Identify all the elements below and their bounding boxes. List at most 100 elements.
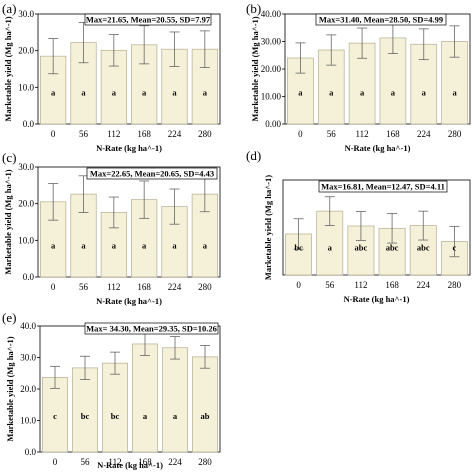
y-tick-label: 20.0 — [18, 46, 34, 56]
significance-letter: a — [142, 87, 147, 97]
significance-letter: bc — [294, 242, 303, 252]
significance-letter: abc — [417, 242, 430, 252]
y-tick-label: 30.0 — [20, 353, 36, 363]
x-axis-label: N-Rate (kg ha^-1) — [96, 143, 162, 153]
y-tick-label: 20.0 — [20, 384, 36, 394]
significance-letter: ab — [201, 411, 210, 421]
y-axis-label: Marketable yield (Mg ha^-1) — [3, 169, 13, 274]
stats-box — [315, 13, 447, 26]
panel-b: (b) 0.00 10.00 20.00 30.00 40.00 a 0 a 56 a 112 a 168… — [246, 1, 471, 153]
y-axis-label: Marketable yield (Mg ha^-1) — [250, 16, 260, 121]
stats-text: Max= 34.30, Mean=29.35, SD=10.26 — [86, 324, 217, 334]
x-tick-label: 168 — [137, 282, 151, 292]
y-tick-label: 0.0 — [25, 447, 37, 457]
plot-frame — [282, 179, 471, 276]
significance-letter: a — [173, 411, 178, 421]
significance-letter: c — [453, 242, 457, 252]
significance-letter: a — [328, 242, 333, 252]
x-tick-label: 224 — [168, 457, 182, 467]
panel-e: (e) 0.0 10.0 20.0 30.0 40.0 c 0 bc 56 bc 112 a 168 a 22… — [2, 310, 221, 470]
significance-letter: a — [360, 87, 365, 97]
bar — [192, 356, 218, 453]
y-tick-label: 30.00 — [261, 37, 282, 47]
x-tick-label: 168 — [386, 129, 400, 139]
stats-box — [84, 322, 219, 335]
y-tick-label: 30.0 — [18, 162, 34, 172]
significance-letter: a — [81, 87, 86, 97]
x-tick-label: 56 — [81, 457, 91, 467]
bar — [102, 362, 128, 453]
stats-box — [318, 180, 448, 193]
significance-letter: a — [298, 87, 303, 97]
stats-text: Max=31.40, Mean=28.50, SD=4.99 — [319, 15, 443, 25]
significance-letter: a — [203, 240, 208, 250]
stats-box — [84, 13, 212, 26]
x-tick-label: 224 — [417, 129, 431, 139]
significance-letter: bc — [81, 411, 90, 421]
x-tick-label: 56 — [325, 280, 335, 290]
x-tick-label: 112 — [355, 129, 368, 139]
stats-text: Max=16.81, Mean=12.47, SD=4.11 — [321, 182, 445, 192]
bar — [162, 347, 188, 453]
significance-letter: a — [81, 240, 86, 250]
x-tick-label: 224 — [168, 129, 182, 139]
significance-letter: abc — [386, 242, 399, 252]
x-tick-label: 112 — [354, 280, 367, 290]
y-tick-label: 10.0 — [20, 416, 36, 426]
significance-letter: a — [391, 87, 396, 97]
panel-a: (a) 0.0 10.0 20.0 30.0 a 0 a 56 a 112 a 168 a 224 a 280 M… — [2, 1, 221, 153]
y-tick-label: 10.0 — [18, 82, 34, 92]
x-tick-label: 112 — [108, 457, 121, 467]
significance-letter: a — [51, 87, 56, 97]
x-tick-label: 0 — [51, 129, 56, 139]
x-tick-label: 280 — [198, 129, 212, 139]
y-tick-label: 10.0 — [18, 235, 34, 245]
x-tick-label: 224 — [168, 282, 182, 292]
panel-label: (b) — [246, 1, 261, 16]
significance-letter: a — [172, 240, 177, 250]
panel-label: (d) — [246, 148, 261, 163]
y-tick-label: 40.00 — [261, 9, 282, 19]
panel-d: (d) bc 0 a 56 abc 112 abc 168 abc 224 c 280 Max=16.81… — [246, 148, 471, 304]
y-axis-label: Marketable yield (Mg ha^-1) — [3, 16, 13, 121]
x-tick-label: 168 — [385, 280, 399, 290]
significance-letter: a — [329, 87, 334, 97]
y-tick-label: 20.00 — [261, 64, 282, 74]
panel-c: (c) 0.0 10.0 20.0 30.0 a 0 a 56 a 112 a 168 a 224 a 280 M… — [2, 150, 221, 306]
x-tick-label: 0 — [298, 129, 303, 139]
x-tick-label: 112 — [107, 282, 120, 292]
x-axis-label: N-Rate (kg ha^-1) — [345, 143, 411, 153]
x-tick-label: 56 — [79, 282, 89, 292]
significance-letter: a — [51, 240, 56, 250]
y-tick-label: 30.0 — [18, 9, 34, 19]
significance-letter: c — [53, 411, 57, 421]
x-tick-label: 280 — [448, 129, 462, 139]
y-tick-label: 10.00 — [261, 92, 282, 102]
y-tick-label: 40.0 — [20, 321, 36, 331]
x-tick-label: 168 — [138, 457, 152, 467]
stats-box — [86, 167, 218, 180]
plot-frame — [37, 166, 221, 278]
x-tick-label: 112 — [107, 129, 120, 139]
bar — [72, 367, 98, 453]
y-tick-label: 0.0 — [23, 119, 35, 129]
y-axis-label: Marketable yield (Mg ha^-1) — [5, 336, 15, 441]
x-axis-label: N-Rate (kg ha^-1) — [97, 460, 163, 470]
panel-label: (e) — [2, 310, 16, 325]
panel-label: (a) — [2, 1, 16, 16]
y-axis-label: Marketable yield (Mg ha^-1) — [263, 175, 273, 280]
significance-letter: a — [452, 87, 457, 97]
significance-letter: a — [422, 87, 427, 97]
y-tick-label: 0.0 — [23, 272, 35, 282]
x-tick-label: 224 — [417, 280, 431, 290]
x-tick-label: 280 — [448, 280, 462, 290]
significance-letter: a — [143, 411, 148, 421]
significance-letter: a — [172, 87, 177, 97]
significance-letter: a — [112, 87, 117, 97]
x-tick-label: 0 — [51, 282, 56, 292]
significance-letter: a — [112, 240, 117, 250]
stats-text: Max=22.65, Mean=20.65, SD=4.43 — [90, 169, 214, 179]
x-tick-label: 56 — [79, 129, 89, 139]
x-axis-label: N-Rate (kg ha^-1) — [96, 296, 162, 306]
